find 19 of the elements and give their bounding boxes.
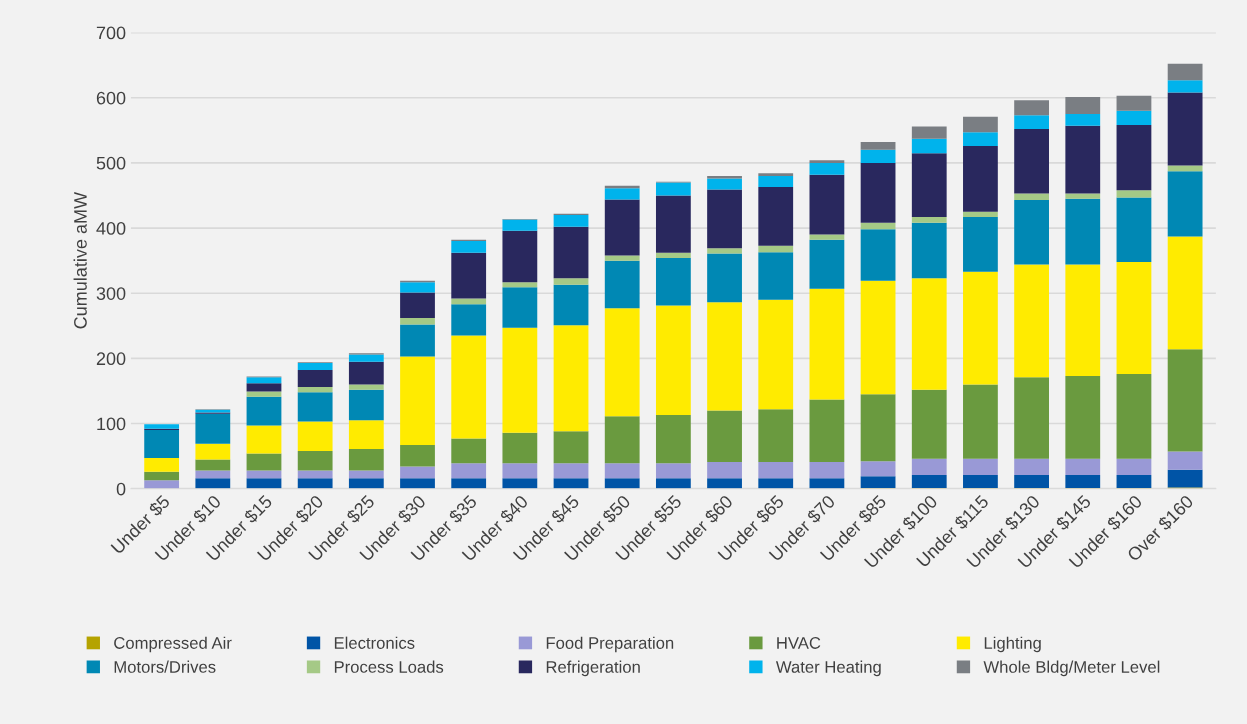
- legend-label: Motors/Drives: [114, 660, 216, 673]
- legend-label: Food Preparation: [546, 636, 674, 653]
- y-tick-label: 100: [97, 417, 126, 431]
- legend-label: HVAC: [777, 637, 821, 649]
- legend-label: Whole Bldg/Meter Level: [983, 660, 1160, 677]
- y-tick-label: 600: [96, 91, 126, 105]
- legend-label: Electronics: [334, 636, 415, 649]
- y-tick-label: 0: [116, 482, 126, 496]
- legend-label: Lighting: [984, 636, 1041, 653]
- legend-label: Process Loads: [334, 660, 444, 673]
- legend-label: Refrigeration: [546, 660, 640, 677]
- y-tick-label: 400: [96, 221, 126, 235]
- legend-label: Compressed Air: [114, 636, 232, 653]
- y-axis-title: Cumulative aMW: [73, 191, 87, 329]
- y-tick-label: 200: [96, 352, 126, 366]
- y-tick-label: 500: [96, 156, 126, 170]
- legend-label: Water Heating: [775, 660, 881, 677]
- y-tick-label: 700: [96, 26, 126, 40]
- y-tick-label: 300: [96, 287, 126, 300]
